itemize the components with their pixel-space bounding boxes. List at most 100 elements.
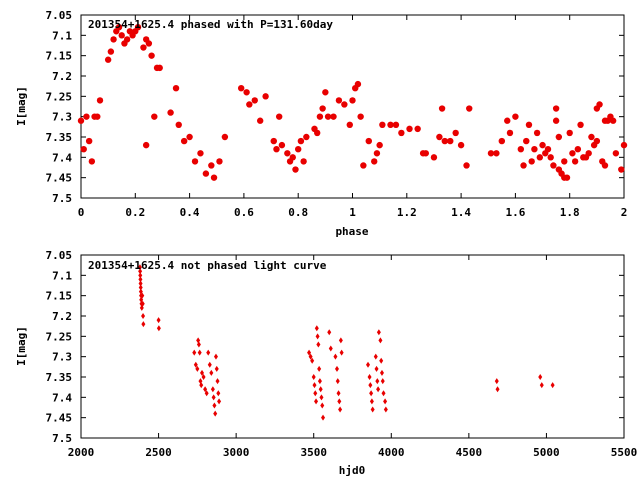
data-point	[204, 390, 209, 397]
data-point	[487, 150, 495, 157]
data-point	[313, 390, 318, 397]
data-point	[256, 117, 264, 124]
data-point	[316, 113, 324, 120]
data-point	[379, 121, 386, 128]
data-point	[275, 113, 283, 120]
data-point	[96, 97, 104, 104]
data-point	[215, 378, 220, 385]
y-tick-label: 7.1	[52, 29, 72, 42]
data-point	[327, 329, 332, 336]
data-point	[533, 129, 541, 137]
data-point	[197, 349, 202, 356]
data-point	[538, 374, 543, 380]
data-point	[378, 337, 383, 344]
data-point	[216, 390, 221, 397]
data-point	[262, 93, 269, 100]
data-point	[563, 174, 571, 181]
data-point	[317, 378, 322, 385]
data-point	[88, 158, 96, 165]
x-tick-label: 2500	[145, 446, 172, 459]
data-point	[156, 325, 161, 332]
data-point	[315, 333, 320, 340]
chart-title: 201354+1625.4 phased with P=131.60day	[88, 18, 333, 31]
data-point	[138, 276, 143, 283]
x-tick-label: 5500	[611, 446, 638, 459]
plot-frame	[80, 254, 625, 439]
data-point	[528, 158, 535, 165]
data-point	[369, 398, 374, 405]
data-point	[246, 101, 253, 108]
x-tick-label: 4500	[456, 446, 483, 459]
data-point	[373, 150, 381, 157]
data-point	[289, 154, 296, 161]
data-point	[366, 361, 371, 368]
data-point	[601, 162, 609, 169]
x-tick-label: 1.6	[505, 206, 525, 219]
data-point	[138, 268, 143, 275]
x-axis-label: hjd0	[339, 464, 366, 477]
data-point	[520, 162, 527, 169]
data-point	[547, 154, 554, 161]
y-tick-label: 7.15	[46, 290, 73, 303]
y-tick-label: 7.25	[46, 90, 73, 103]
data-point	[237, 85, 245, 92]
data-point	[422, 150, 430, 157]
data-point	[303, 133, 310, 141]
data-point	[140, 300, 145, 307]
y-tick-label: 7.35	[46, 371, 73, 384]
data-point	[137, 264, 142, 271]
data-point	[110, 36, 117, 43]
data-point	[376, 386, 381, 393]
x-tick-label: 0.2	[125, 206, 145, 219]
y-tick-label: 7.1	[52, 269, 72, 282]
data-point	[212, 402, 217, 409]
y-tick-label: 7.2	[52, 70, 72, 83]
data-point	[319, 394, 324, 401]
data-point	[138, 288, 143, 295]
x-axis-ticks: 0 0.2 0.4 0.6 0.8 1 1.2 1.4 1.6 1.8 2	[78, 15, 627, 219]
y-tick-label: 7.05	[46, 249, 73, 262]
data-point	[566, 129, 573, 137]
data-point	[506, 129, 514, 137]
data-point	[376, 141, 383, 149]
data-point	[544, 146, 552, 153]
y-tick-label: 7.45	[46, 172, 73, 185]
data-point	[335, 378, 340, 385]
data-point	[335, 97, 343, 104]
data-point	[495, 386, 500, 393]
y-tick-label: 7.25	[46, 330, 73, 343]
data-point	[349, 97, 356, 104]
data-point	[311, 374, 316, 380]
data-point	[379, 369, 384, 376]
data-point	[588, 133, 595, 141]
data-point	[278, 141, 286, 149]
data-point	[140, 292, 145, 299]
x-tick-label: 3000	[223, 446, 250, 459]
y-tick-label: 7.45	[46, 412, 73, 425]
data-point	[214, 365, 219, 372]
x-tick-label: 4000	[378, 446, 405, 459]
data-point	[295, 146, 302, 153]
data-point	[569, 150, 576, 157]
data-point	[251, 97, 258, 104]
data-point	[167, 109, 174, 116]
data-point	[387, 121, 394, 128]
data-point	[550, 382, 555, 389]
data-point	[322, 89, 329, 96]
x-tick-label: 0	[78, 206, 85, 219]
data-point	[203, 386, 208, 393]
data-point	[210, 174, 218, 181]
data-point	[148, 52, 155, 59]
data-point	[138, 272, 143, 279]
data-point	[328, 345, 333, 352]
data-point	[609, 117, 617, 124]
data-point	[140, 44, 147, 51]
data-point	[316, 341, 321, 348]
y-axis-ticks: 7.05 7.1 7.15 7.2 7.25 7.3 7.35 7.4 7.45 7.5	[46, 249, 624, 445]
data-point	[107, 48, 115, 55]
data-point	[141, 313, 146, 319]
data-point	[376, 329, 381, 336]
data-point	[337, 398, 342, 405]
data-point	[221, 133, 229, 141]
